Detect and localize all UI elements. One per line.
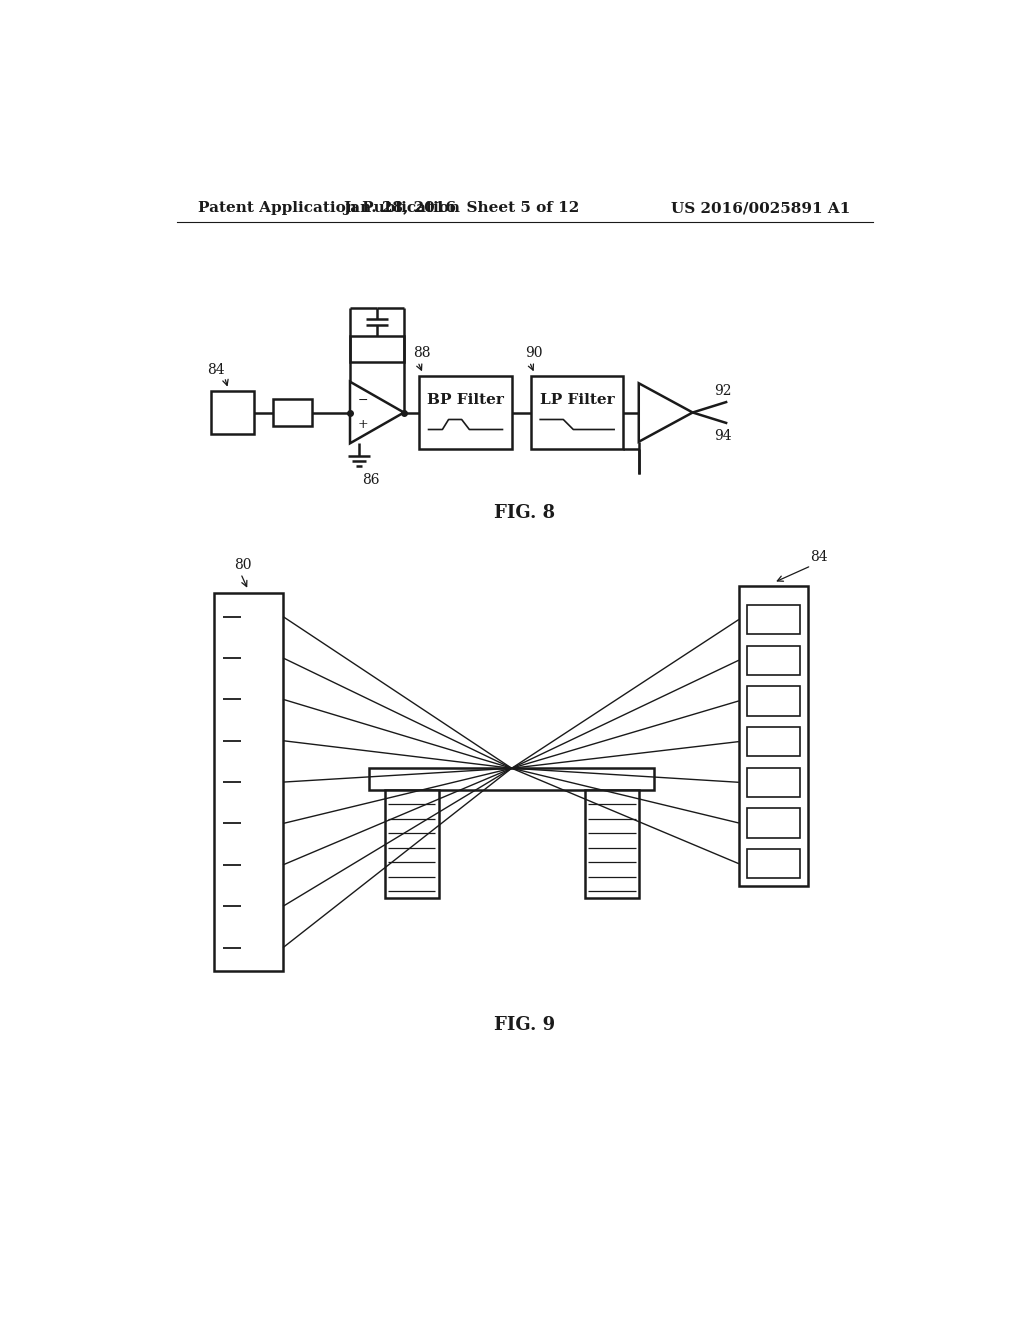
Text: 88: 88 [413,346,431,360]
Polygon shape [350,381,403,444]
Bar [585,789,639,898]
Bar [370,768,654,789]
Text: 84: 84 [208,363,225,378]
Text: −: − [357,395,369,408]
Text: Jan. 28, 2016  Sheet 5 of 12: Jan. 28, 2016 Sheet 5 of 12 [343,202,580,215]
Bar [746,808,801,838]
Text: 90: 90 [524,346,543,360]
Text: FIG. 8: FIG. 8 [495,504,555,521]
Text: 80: 80 [234,558,252,572]
Text: LP Filter: LP Filter [540,393,614,407]
Text: 92: 92 [714,384,732,397]
Bar [273,399,311,426]
Text: +: + [357,417,369,430]
Bar [531,376,624,449]
Bar [419,376,512,449]
Text: 86: 86 [362,473,380,487]
Text: FIG. 9: FIG. 9 [495,1015,555,1034]
Bar [746,645,801,675]
Bar [746,727,801,756]
Bar [746,605,801,634]
Text: US 2016/0025891 A1: US 2016/0025891 A1 [671,202,851,215]
Bar [739,586,808,886]
Bar [211,391,254,434]
Bar [746,849,801,878]
Polygon shape [639,383,692,442]
Text: 84: 84 [810,550,827,564]
Bar [214,594,283,970]
Bar [746,768,801,797]
Bar [350,335,403,363]
Bar [385,789,438,898]
Text: BP Filter: BP Filter [427,393,504,407]
Bar [746,686,801,715]
Text: Patent Application Publication: Patent Application Publication [199,202,461,215]
Text: 94: 94 [714,429,732,442]
